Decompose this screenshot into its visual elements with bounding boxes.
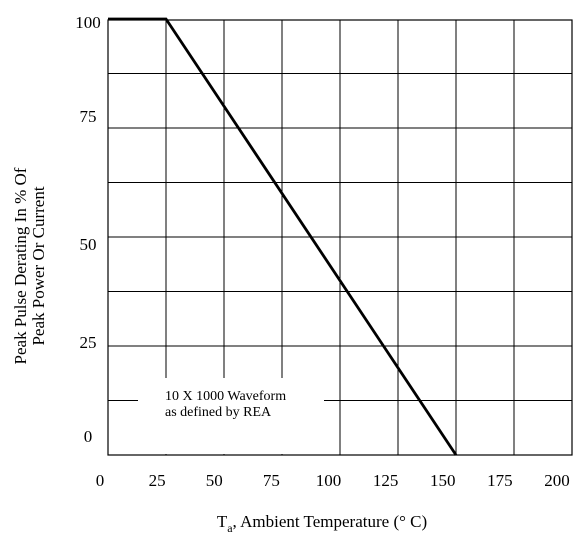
annotation-background xyxy=(138,378,324,454)
y-tick-label: 50 xyxy=(80,235,97,254)
y-tick-label: 0 xyxy=(84,427,93,446)
x-axis-label-main: T xyxy=(217,512,228,531)
x-axis-label: Ta, Ambient Temperature (° C) xyxy=(217,512,427,535)
x-tick-label: 0 xyxy=(96,471,105,490)
annotation-line-1: 10 X 1000 Waveform xyxy=(165,389,286,404)
x-tick-label: 100 xyxy=(316,471,342,490)
y-tick-label: 75 xyxy=(80,107,97,126)
x-tick-label: 125 xyxy=(373,471,399,490)
x-tick-labels: 0 25 50 75 100 125 150 175 200 xyxy=(96,471,570,490)
grid-lines xyxy=(108,20,572,455)
derating-curve xyxy=(108,17,458,456)
y-tick-labels: 0 25 50 75 100 xyxy=(75,13,101,446)
y-axis-label-line-1: Peak Pulse Derating In % Of xyxy=(11,167,30,364)
y-axis-label-line-2: Peak Power Or Current xyxy=(29,186,48,345)
plot-frame xyxy=(107,19,573,456)
x-axis-label-subscript: a xyxy=(227,521,233,535)
y-tick-label: 25 xyxy=(80,333,97,352)
x-tick-label: 25 xyxy=(149,471,166,490)
x-tick-label: 150 xyxy=(430,471,456,490)
y-tick-label: 100 xyxy=(75,13,101,32)
x-axis-label-rest: , Ambient Temperature (° C) xyxy=(233,512,428,531)
x-tick-label: 75 xyxy=(263,471,280,490)
y-axis-label: Peak Pulse Derating In % Of Peak Power O… xyxy=(11,167,48,364)
x-tick-label: 200 xyxy=(544,471,570,490)
x-tick-label: 50 xyxy=(206,471,223,490)
x-tick-label: 175 xyxy=(487,471,513,490)
annotation-line-2: as defined by REA xyxy=(165,405,272,420)
